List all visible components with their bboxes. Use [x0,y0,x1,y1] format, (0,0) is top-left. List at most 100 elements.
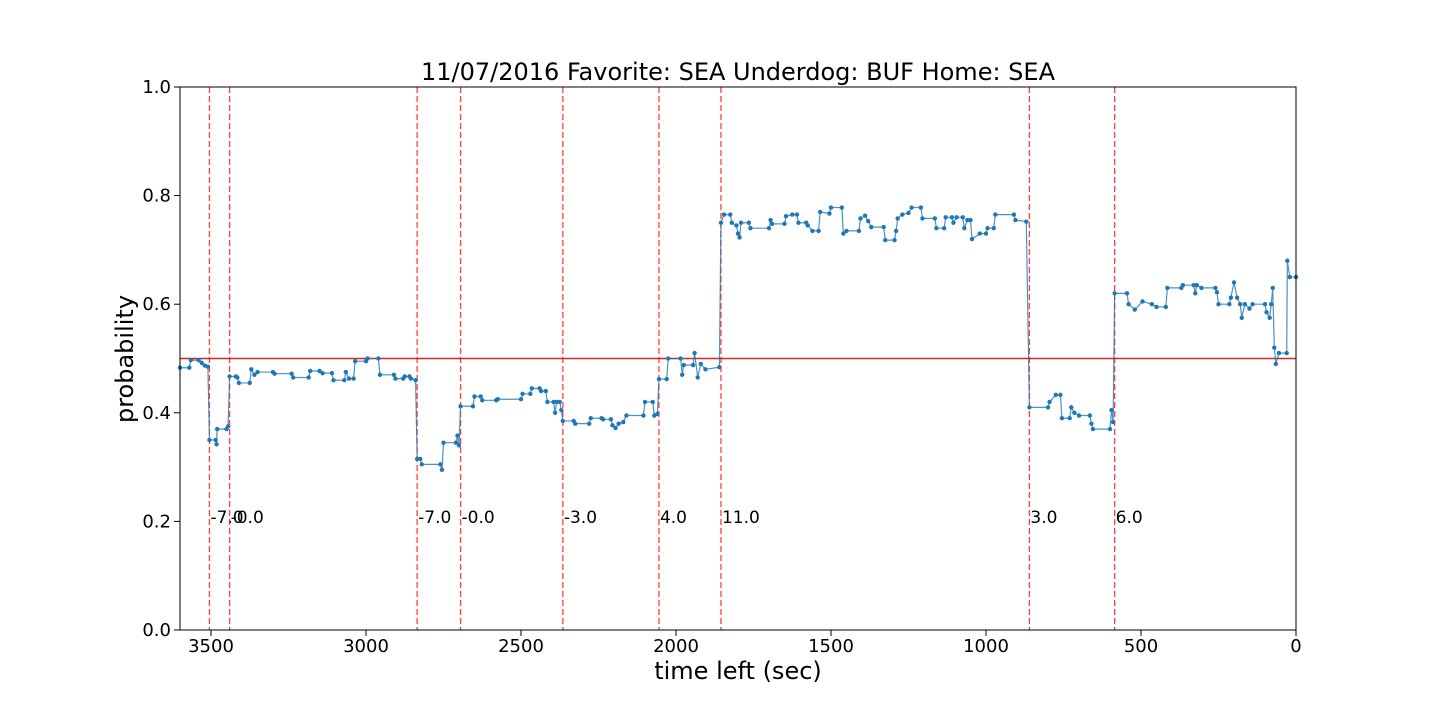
probability-point [1199,285,1204,291]
probability-point [587,421,592,426]
probability-point [543,388,548,394]
probability-point [954,215,959,220]
probability-point [769,221,775,227]
y-axis-label: probability [111,295,139,423]
probability-point [480,398,485,403]
probability-point [235,375,240,380]
probability-point [977,231,982,236]
probability-point [456,443,462,448]
probability-point [1234,295,1240,300]
probability-point [1194,282,1200,288]
probability-point [621,419,626,425]
probability-point [551,399,556,405]
probability-point [520,391,525,396]
probability-point [438,462,443,467]
probability-point [610,423,615,428]
probability-point [893,228,899,234]
probability-point [528,391,533,396]
probability-point [656,376,662,382]
probability-point [1214,290,1220,295]
probability-point [207,437,212,443]
probability-point [664,376,669,382]
probability-point [408,376,414,381]
probability-point [495,397,500,402]
probability-point [828,205,834,210]
probability-point [1140,299,1145,304]
probability-point [738,220,744,225]
probability-point [968,217,973,223]
probability-point [655,411,660,417]
probability-point [1149,302,1155,307]
probability-point [215,426,220,432]
probability-point [453,440,459,445]
probability-point [796,220,801,225]
probability-point [728,212,733,217]
probability-point [588,416,593,421]
probability-point [252,372,257,377]
probability-point [518,397,524,402]
probability-point [1231,280,1237,285]
probability-point [529,386,535,391]
probability-point [969,236,975,242]
y-tick-label: 0.2 [142,511,171,532]
probability-point [306,375,311,380]
y-tick-label: 0.6 [142,294,171,315]
probability-point [895,216,900,221]
probability-point [866,218,871,224]
chart-title: 11/07/2016 Favorite: SEA Underdog: BUF H… [421,58,1056,86]
probability-point [1285,258,1290,263]
probability-point [320,370,325,376]
probability-point [1269,302,1274,307]
probability-point [941,225,947,231]
probability-point [1165,285,1170,291]
y-tick-label: 0.0 [142,620,171,641]
probability-point [790,212,795,217]
probability-point [1069,405,1074,410]
probability-point [1273,361,1279,367]
probability-point [766,225,772,231]
probability-point [1227,302,1232,307]
probability-point [991,225,996,231]
y-tick-label: 0.8 [142,186,171,207]
probability-point [352,359,358,364]
series-layer [177,205,1299,473]
probability-point [951,220,956,225]
probability-point [748,225,753,231]
probability-point [650,399,655,405]
probability-point [560,418,566,424]
probability-point [225,424,231,429]
probability-point [1058,392,1063,398]
probability-point [455,433,460,438]
probability-point [1013,217,1018,223]
probability-point [805,223,810,228]
probability-point [205,364,211,369]
probability-point [418,456,423,462]
probability-point [1072,410,1077,415]
probability-point [983,231,989,236]
probability-point [377,372,383,377]
probability-point [317,368,322,374]
probability-point [413,378,418,383]
probability-point [960,215,965,220]
probability-point [1267,315,1272,320]
probability-point [856,228,862,234]
probability-point [1287,274,1293,280]
probability-point [573,421,578,426]
probability-point [869,224,874,230]
probability-point [1076,413,1082,418]
probability-point [892,237,897,243]
probability-point [346,376,352,381]
y-tick-label: 1.0 [142,77,171,98]
probability-point [1089,421,1094,426]
probability-point [1247,306,1252,311]
probability-point [1180,282,1186,288]
probability-point [188,357,194,363]
probability-point [1107,426,1113,432]
x-tick-label: 1000 [963,636,1009,657]
scoring-events: -7.0-0.0 -7.0 -0.0 -3.0 4.0 11.0 3.0 6.0 [208,87,1143,630]
probability-point [1087,413,1093,418]
probability-point [1228,295,1234,300]
probability-point [782,221,787,227]
probability-point [1264,310,1269,315]
probability-point [839,205,845,210]
